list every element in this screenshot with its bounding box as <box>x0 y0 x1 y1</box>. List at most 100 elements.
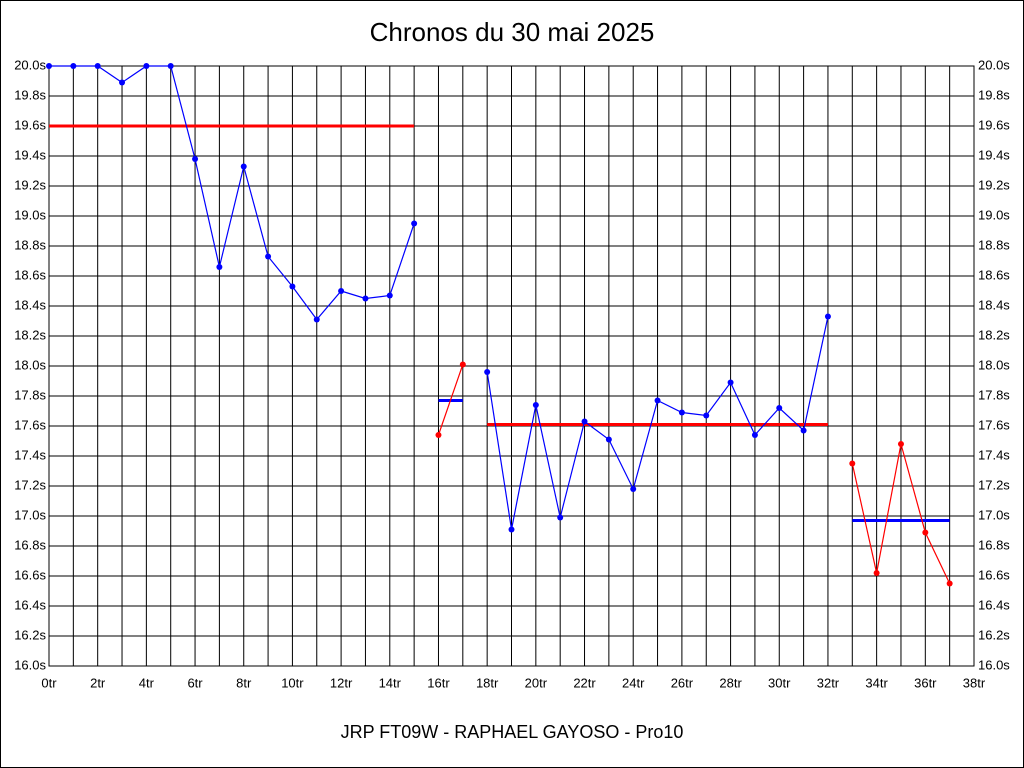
y2-tick-label: 19.8s <box>978 87 1010 102</box>
x-tick-label: 2tr <box>90 675 106 690</box>
y2-tick-label: 17.0s <box>978 507 1010 522</box>
y2-tick-label: 16.2s <box>978 627 1010 642</box>
y-tick-label: 19.8s <box>14 87 46 102</box>
y-tick-label: 19.2s <box>14 177 46 192</box>
y2-tick-label: 17.4s <box>978 447 1010 462</box>
lap-point <box>776 405 783 411</box>
lap-point <box>727 379 734 386</box>
y-tick-label: 17.6s <box>14 417 46 432</box>
lap-point <box>484 369 491 375</box>
x-tick-label: 24tr <box>622 675 645 690</box>
y2-tick-label: 19.4s <box>978 147 1010 162</box>
y2-tick-label: 16.4s <box>978 597 1010 612</box>
lap-point <box>654 397 661 404</box>
x-tick-label: 6tr <box>187 675 203 690</box>
lap-point <box>94 63 101 69</box>
x-tick-label: 36tr <box>914 675 937 690</box>
y-tick-label: 18.0s <box>14 357 46 372</box>
lap-point <box>435 432 442 438</box>
y2-tick-label: 20.0s <box>978 57 1010 72</box>
lap-point <box>143 63 150 69</box>
lap-point <box>581 418 588 425</box>
lap-point <box>167 63 174 69</box>
x-tick-label: 20tr <box>525 675 548 690</box>
y2-tick-label: 17.6s <box>978 417 1010 432</box>
lap-point <box>824 313 831 320</box>
lap-point <box>46 63 52 69</box>
lap-point <box>459 361 466 368</box>
lap-point <box>557 514 564 521</box>
lap-point <box>240 163 247 170</box>
y-tick-label: 16.0s <box>14 657 46 672</box>
y2-tick-label: 18.0s <box>978 357 1010 372</box>
x-tick-label: 34tr <box>865 675 888 690</box>
y-tick-label: 19.4s <box>14 147 46 162</box>
chart-title: Chronos du 30 mai 2025 <box>370 17 655 47</box>
y-tick-label: 17.4s <box>14 447 46 462</box>
lap-point <box>849 460 856 467</box>
x-tick-label: 12tr <box>330 675 353 690</box>
lap-point <box>873 570 880 576</box>
x-tick-label: 26tr <box>671 675 694 690</box>
lap-point <box>216 264 223 270</box>
y-tick-label: 18.6s <box>14 267 46 282</box>
y2-tick-label: 17.2s <box>978 477 1010 492</box>
x-tick-label: 30tr <box>768 675 791 690</box>
lap-point <box>751 432 758 438</box>
lap-point <box>362 295 369 302</box>
lap-point <box>192 156 199 162</box>
lap-point <box>897 441 904 447</box>
y-tick-label: 16.6s <box>14 567 46 582</box>
lap-point <box>630 486 637 492</box>
x-tick-label: 14tr <box>379 675 402 690</box>
y-tick-label: 17.2s <box>14 477 46 492</box>
y-tick-label: 16.8s <box>14 537 46 552</box>
y-tick-label: 18.8s <box>14 237 46 252</box>
lap-point <box>338 288 345 294</box>
x-tick-label: 28tr <box>719 675 742 690</box>
y2-tick-label: 19.0s <box>978 207 1010 222</box>
x-tick-label: 18tr <box>476 675 499 690</box>
y2-tick-label: 18.6s <box>978 267 1010 282</box>
x-tick-label: 22tr <box>573 675 596 690</box>
y2-tick-label: 19.2s <box>978 177 1010 192</box>
y2-tick-label: 18.8s <box>978 237 1010 252</box>
y-tick-label: 17.8s <box>14 387 46 402</box>
y-tick-label: 20.0s <box>14 57 46 72</box>
x-tick-label: 0tr <box>41 675 57 690</box>
lap-point <box>119 79 126 86</box>
lap-point <box>703 412 710 419</box>
y2-tick-label: 16.0s <box>978 657 1010 672</box>
lap-point <box>265 253 272 260</box>
x-tick-label: 4tr <box>139 675 155 690</box>
x-tick-label: 16tr <box>427 675 450 690</box>
y-tick-label: 19.6s <box>14 117 46 132</box>
y-tick-label: 17.0s <box>14 507 46 522</box>
lap-point <box>70 63 77 69</box>
y2-tick-label: 17.8s <box>978 387 1010 402</box>
lap-point <box>386 292 393 299</box>
lap-point <box>411 220 418 227</box>
y-tick-label: 19.0s <box>14 207 46 222</box>
y-tick-label: 16.2s <box>14 627 46 642</box>
lap-point <box>946 580 953 587</box>
y2-tick-label: 18.4s <box>978 297 1010 312</box>
y2-tick-label: 16.8s <box>978 537 1010 552</box>
lap-point <box>605 436 612 443</box>
y-tick-label: 18.2s <box>14 327 46 342</box>
lap-point <box>532 402 539 408</box>
y-tick-label: 18.4s <box>14 297 46 312</box>
x-tick-label: 10tr <box>281 675 304 690</box>
y2-tick-label: 18.2s <box>978 327 1010 342</box>
y2-tick-label: 16.6s <box>978 567 1010 582</box>
x-tick-label: 8tr <box>236 675 252 690</box>
x-tick-label: 32tr <box>817 675 840 690</box>
lap-point <box>678 409 685 416</box>
y-tick-label: 16.4s <box>14 597 46 612</box>
lap-point <box>800 427 807 434</box>
lap-point <box>508 526 515 533</box>
x-tick-label: 38tr <box>963 675 986 690</box>
lap-point <box>313 316 320 323</box>
y2-tick-label: 19.6s <box>978 117 1010 132</box>
